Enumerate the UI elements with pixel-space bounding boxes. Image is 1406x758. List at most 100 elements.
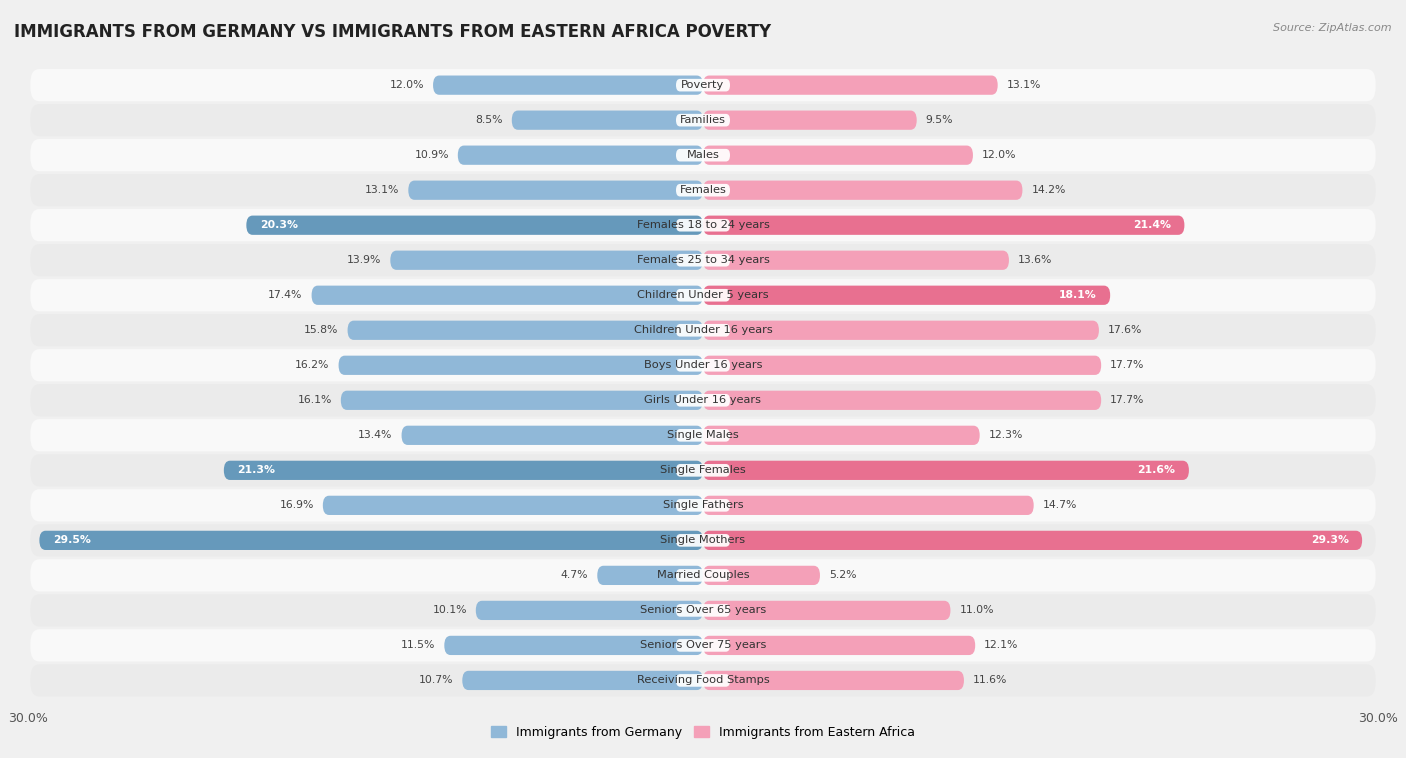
FancyBboxPatch shape (31, 525, 1375, 556)
FancyBboxPatch shape (676, 114, 730, 127)
FancyBboxPatch shape (31, 629, 1375, 662)
Text: Poverty: Poverty (682, 80, 724, 90)
FancyBboxPatch shape (246, 215, 703, 235)
FancyBboxPatch shape (676, 219, 730, 231)
Text: Females: Females (679, 185, 727, 196)
FancyBboxPatch shape (347, 321, 703, 340)
FancyBboxPatch shape (402, 426, 703, 445)
FancyBboxPatch shape (676, 569, 730, 581)
FancyBboxPatch shape (703, 215, 1184, 235)
Text: 4.7%: 4.7% (561, 570, 588, 581)
FancyBboxPatch shape (31, 384, 1375, 416)
Text: 10.7%: 10.7% (419, 675, 453, 685)
Text: 15.8%: 15.8% (304, 325, 339, 335)
Text: 8.5%: 8.5% (475, 115, 503, 125)
Text: 11.5%: 11.5% (401, 641, 436, 650)
Legend: Immigrants from Germany, Immigrants from Eastern Africa: Immigrants from Germany, Immigrants from… (485, 721, 921, 744)
Text: 12.3%: 12.3% (988, 431, 1024, 440)
FancyBboxPatch shape (703, 496, 1033, 515)
Text: 11.6%: 11.6% (973, 675, 1007, 685)
Text: 29.5%: 29.5% (53, 535, 91, 545)
Text: 13.1%: 13.1% (1007, 80, 1040, 90)
FancyBboxPatch shape (676, 359, 730, 371)
Text: Single Mothers: Single Mothers (661, 535, 745, 545)
Text: 29.3%: 29.3% (1310, 535, 1348, 545)
Text: 16.1%: 16.1% (298, 396, 332, 406)
Text: Children Under 5 years: Children Under 5 years (637, 290, 769, 300)
FancyBboxPatch shape (676, 184, 730, 196)
FancyBboxPatch shape (676, 394, 730, 406)
FancyBboxPatch shape (31, 419, 1375, 452)
Text: 17.7%: 17.7% (1111, 396, 1144, 406)
FancyBboxPatch shape (512, 111, 703, 130)
Text: Girls Under 16 years: Girls Under 16 years (644, 396, 762, 406)
FancyBboxPatch shape (463, 671, 703, 690)
Text: Seniors Over 75 years: Seniors Over 75 years (640, 641, 766, 650)
FancyBboxPatch shape (391, 251, 703, 270)
Text: 21.6%: 21.6% (1137, 465, 1175, 475)
Text: Males: Males (686, 150, 720, 160)
Text: 13.4%: 13.4% (359, 431, 392, 440)
FancyBboxPatch shape (31, 349, 1375, 381)
FancyBboxPatch shape (676, 429, 730, 442)
FancyBboxPatch shape (31, 594, 1375, 627)
Text: Families: Families (681, 115, 725, 125)
FancyBboxPatch shape (31, 244, 1375, 277)
Text: 10.1%: 10.1% (432, 606, 467, 615)
FancyBboxPatch shape (703, 111, 917, 130)
FancyBboxPatch shape (31, 139, 1375, 171)
FancyBboxPatch shape (703, 636, 976, 655)
FancyBboxPatch shape (676, 289, 730, 302)
FancyBboxPatch shape (31, 279, 1375, 312)
FancyBboxPatch shape (31, 454, 1375, 487)
Text: Single Fathers: Single Fathers (662, 500, 744, 510)
Text: 12.0%: 12.0% (981, 150, 1017, 160)
FancyBboxPatch shape (703, 76, 998, 95)
FancyBboxPatch shape (475, 601, 703, 620)
FancyBboxPatch shape (39, 531, 703, 550)
FancyBboxPatch shape (31, 314, 1375, 346)
FancyBboxPatch shape (323, 496, 703, 515)
FancyBboxPatch shape (676, 604, 730, 617)
FancyBboxPatch shape (31, 559, 1375, 591)
Text: Females 25 to 34 years: Females 25 to 34 years (637, 255, 769, 265)
FancyBboxPatch shape (31, 209, 1375, 241)
Text: 20.3%: 20.3% (260, 221, 298, 230)
FancyBboxPatch shape (224, 461, 703, 480)
FancyBboxPatch shape (703, 601, 950, 620)
FancyBboxPatch shape (703, 426, 980, 445)
Text: 12.0%: 12.0% (389, 80, 425, 90)
FancyBboxPatch shape (433, 76, 703, 95)
FancyBboxPatch shape (312, 286, 703, 305)
Text: Single Males: Single Males (666, 431, 740, 440)
FancyBboxPatch shape (339, 356, 703, 375)
Text: 13.1%: 13.1% (366, 185, 399, 196)
Text: IMMIGRANTS FROM GERMANY VS IMMIGRANTS FROM EASTERN AFRICA POVERTY: IMMIGRANTS FROM GERMANY VS IMMIGRANTS FR… (14, 23, 770, 41)
FancyBboxPatch shape (703, 671, 965, 690)
FancyBboxPatch shape (676, 79, 730, 92)
Text: 21.4%: 21.4% (1133, 221, 1171, 230)
FancyBboxPatch shape (676, 464, 730, 477)
Text: Single Females: Single Females (661, 465, 745, 475)
FancyBboxPatch shape (676, 499, 730, 512)
Text: Females 18 to 24 years: Females 18 to 24 years (637, 221, 769, 230)
Text: 17.6%: 17.6% (1108, 325, 1142, 335)
FancyBboxPatch shape (598, 565, 703, 585)
FancyBboxPatch shape (31, 174, 1375, 206)
FancyBboxPatch shape (31, 104, 1375, 136)
FancyBboxPatch shape (703, 390, 1101, 410)
FancyBboxPatch shape (703, 146, 973, 164)
FancyBboxPatch shape (703, 286, 1111, 305)
FancyBboxPatch shape (31, 664, 1375, 697)
Text: Married Couples: Married Couples (657, 570, 749, 581)
FancyBboxPatch shape (703, 180, 1022, 200)
Text: Boys Under 16 years: Boys Under 16 years (644, 360, 762, 370)
Text: 13.9%: 13.9% (347, 255, 381, 265)
Text: Children Under 16 years: Children Under 16 years (634, 325, 772, 335)
FancyBboxPatch shape (31, 69, 1375, 102)
FancyBboxPatch shape (676, 324, 730, 337)
FancyBboxPatch shape (703, 321, 1099, 340)
FancyBboxPatch shape (444, 636, 703, 655)
FancyBboxPatch shape (703, 565, 820, 585)
FancyBboxPatch shape (408, 180, 703, 200)
